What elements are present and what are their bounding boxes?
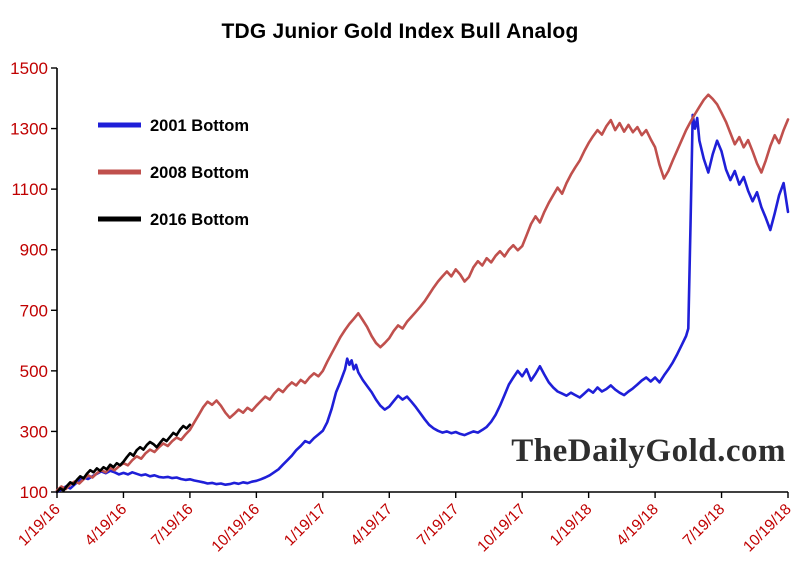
legend-label-2001-bottom: 2001 Bottom: [150, 117, 249, 135]
x-tick-label: 4/19/16: [82, 501, 131, 550]
x-tick-label: 7/19/17: [414, 501, 463, 550]
y-tick-label: 1500: [10, 59, 48, 78]
x-tick-label: 4/19/18: [613, 501, 662, 550]
x-tick-label: 10/19/17: [474, 501, 529, 556]
series-line-2008-bottom: [55, 93, 790, 492]
x-tick-label: 7/19/16: [148, 501, 197, 550]
x-tick-label: 10/19/16: [209, 501, 264, 556]
watermark: TheDailyGold.com: [511, 433, 786, 469]
y-tick-label: 1100: [11, 180, 48, 199]
y-tick-label: 700: [20, 301, 48, 320]
x-tick-label: 10/19/18: [740, 501, 795, 556]
chart-title: TDG Junior Gold Index Bull Analog: [221, 20, 579, 43]
y-tick-label: 900: [20, 241, 48, 260]
x-tick-label: 4/19/17: [348, 501, 397, 550]
x-tick-label: 7/19/18: [680, 501, 729, 550]
y-tick-label: 1300: [10, 120, 48, 139]
x-tick-label: 1/19/16: [15, 501, 64, 550]
x-tick-label: 1/19/17: [281, 501, 330, 550]
x-tick-label: 1/19/18: [547, 501, 596, 550]
y-tick-label: 500: [20, 362, 48, 381]
legend-label-2008-bottom: 2008 Bottom: [150, 164, 249, 182]
y-tick-label: 100: [20, 483, 48, 502]
y-tick-label: 300: [20, 422, 48, 441]
series-line-2016-bottom: [55, 423, 192, 494]
legend-label-2016-bottom: 2016 Bottom: [150, 211, 249, 229]
series-line-2001-bottom: [55, 113, 790, 494]
